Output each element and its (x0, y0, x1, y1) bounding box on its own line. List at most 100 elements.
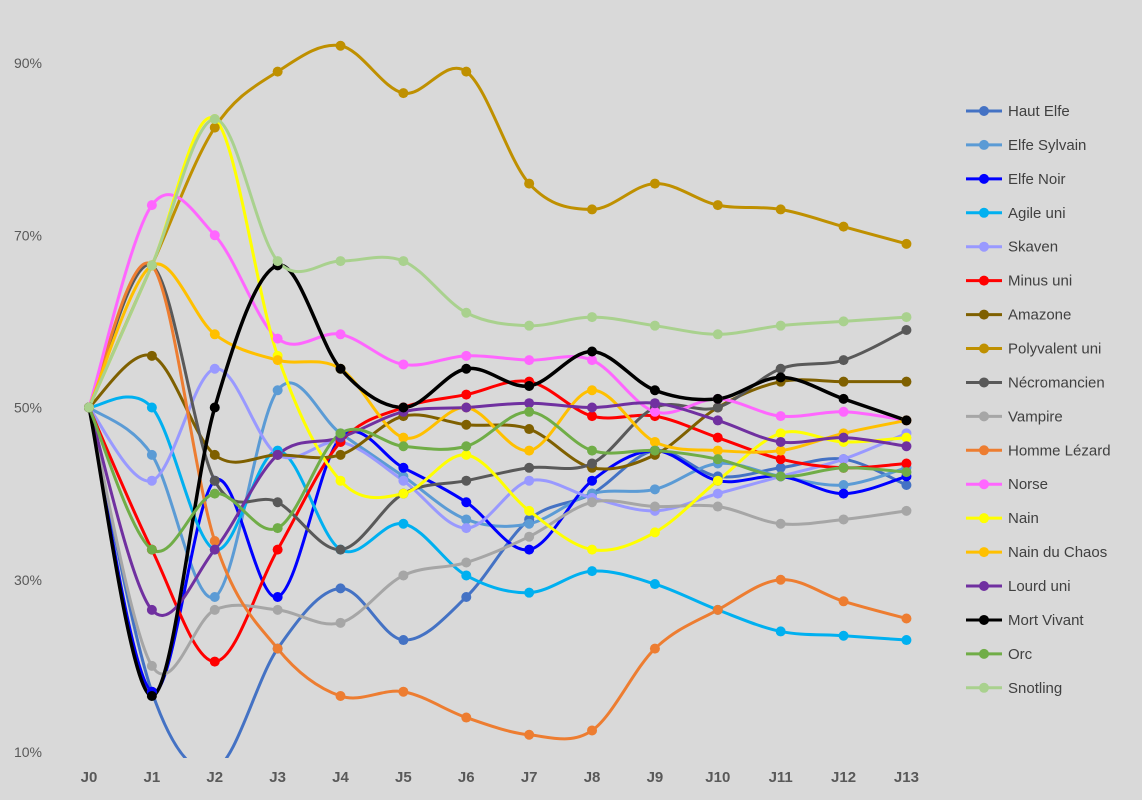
data-point-snotling (461, 307, 472, 318)
data-point-orc (775, 471, 786, 482)
data-point-lourd-uni (587, 402, 598, 413)
data-point-haut-elfe (335, 583, 346, 594)
data-point-nain-du-chaos (712, 445, 723, 456)
y-axis-ticks: 10% 30% 50% 70% 90% (14, 55, 42, 760)
series-line-amazone (87, 353, 908, 471)
legend-swatch-marker (979, 479, 989, 490)
data-point-elfe-sylvain (272, 385, 283, 396)
legend-label: Mort Vivant (1008, 612, 1084, 629)
legend-swatch-marker (979, 275, 989, 286)
data-point-polyvalent-uni (524, 178, 535, 189)
data-point-elfe-noir (587, 475, 598, 486)
data-point-necromancien (587, 458, 598, 469)
data-point-minus-uni (209, 656, 220, 667)
data-point-lourd-uni (209, 544, 220, 555)
data-point-polyvalent-uni (335, 40, 346, 51)
data-point-norse (146, 200, 157, 211)
data-point-skaven (209, 363, 220, 374)
data-point-minus-uni (775, 454, 786, 465)
data-point-nain (398, 488, 409, 499)
data-point-norse (775, 411, 786, 422)
data-point-mort-vivant (838, 393, 849, 404)
data-point-homme-lezard (775, 574, 786, 585)
legend-label: Nécromancien (1008, 374, 1105, 391)
y-tick-label: 10% (14, 744, 42, 760)
data-point-nain (901, 432, 912, 443)
data-point-lourd-uni (461, 402, 472, 413)
data-point-elfe-sylvain (461, 514, 472, 525)
data-point-homme-lezard (335, 691, 346, 702)
legend-swatch-marker (979, 207, 989, 218)
x-tick-label: J8 (584, 769, 601, 786)
legend-item-elfe-sylvain: Elfe Sylvain (966, 137, 1086, 154)
data-point-nain (524, 505, 535, 516)
data-point-homme-lezard (901, 613, 912, 624)
data-point-orc (838, 462, 849, 473)
data-point-skaven (146, 475, 157, 486)
legend-item-skaven: Skaven (966, 239, 1058, 256)
data-point-snotling (775, 320, 786, 331)
data-point-minus-uni (587, 411, 598, 422)
data-point-necromancien (209, 475, 220, 486)
data-point-elfe-sylvain (146, 449, 157, 460)
legend-item-mort-vivant: Mort Vivant (966, 612, 1084, 629)
data-point-mort-vivant (649, 385, 660, 396)
data-point-nain-du-chaos (524, 445, 535, 456)
legend-label: Lourd uni (1008, 578, 1071, 595)
legend-label: Skaven (1008, 239, 1058, 256)
legend-item-haut-elfe: Haut Elfe (966, 103, 1070, 120)
legend-swatch-marker (979, 614, 989, 625)
data-point-homme-lezard (712, 604, 723, 615)
data-point-skaven (461, 523, 472, 534)
data-point-snotling (335, 256, 346, 267)
data-point-orc (901, 467, 912, 478)
data-point-polyvalent-uni (901, 238, 912, 249)
data-point-agile-uni (524, 587, 535, 598)
legend-item-orc: Orc (966, 646, 1033, 663)
data-point-snotling (84, 402, 94, 413)
legend-label: Nain du Chaos (1008, 544, 1107, 561)
legend-item-nain: Nain (966, 510, 1039, 527)
legend-swatch-marker (979, 513, 989, 524)
legend-item-vampire: Vampire (966, 408, 1063, 425)
data-point-agile-uni (649, 579, 660, 590)
data-point-mort-vivant (712, 393, 723, 404)
data-point-amazone (146, 350, 157, 361)
data-point-elfe-sylvain (209, 591, 220, 602)
legend-label: Norse (1008, 476, 1048, 493)
data-point-nain-du-chaos (649, 436, 660, 447)
data-point-nain (587, 544, 598, 555)
data-point-polyvalent-uni (398, 88, 409, 99)
legend-swatch-marker (979, 343, 989, 354)
x-tick-label: J5 (395, 769, 412, 786)
data-point-lourd-uni (775, 436, 786, 447)
data-point-necromancien (712, 402, 723, 413)
legend-swatch-marker (979, 139, 989, 150)
data-point-polyvalent-uni (712, 200, 723, 211)
data-point-orc (649, 445, 660, 456)
data-point-vampire (398, 570, 409, 581)
data-point-polyvalent-uni (649, 178, 660, 189)
data-point-norse (335, 329, 346, 340)
x-tick-label: J0 (81, 769, 98, 786)
series-line-polyvalent-uni (87, 43, 908, 409)
data-point-necromancien (901, 324, 912, 335)
legend-swatch-marker (979, 241, 989, 252)
x-tick-label: J7 (521, 769, 538, 786)
data-point-vampire (712, 501, 723, 512)
legend-item-polyvalent-uni: Polyvalent uni (966, 341, 1101, 358)
y-tick-label: 50% (14, 400, 42, 416)
x-tick-label: J12 (831, 769, 856, 786)
data-point-vampire (838, 514, 849, 525)
legend-swatch-marker (979, 547, 989, 558)
data-point-haut-elfe (901, 480, 912, 491)
data-point-minus-uni (712, 432, 723, 443)
data-point-minus-uni (272, 544, 283, 555)
data-point-snotling (901, 312, 912, 323)
data-point-nain-du-chaos (398, 432, 409, 443)
data-point-haut-elfe (775, 462, 786, 473)
data-point-snotling (209, 113, 220, 124)
data-point-norse (649, 406, 660, 417)
data-point-norse (838, 406, 849, 417)
data-point-polyvalent-uni (775, 204, 786, 215)
